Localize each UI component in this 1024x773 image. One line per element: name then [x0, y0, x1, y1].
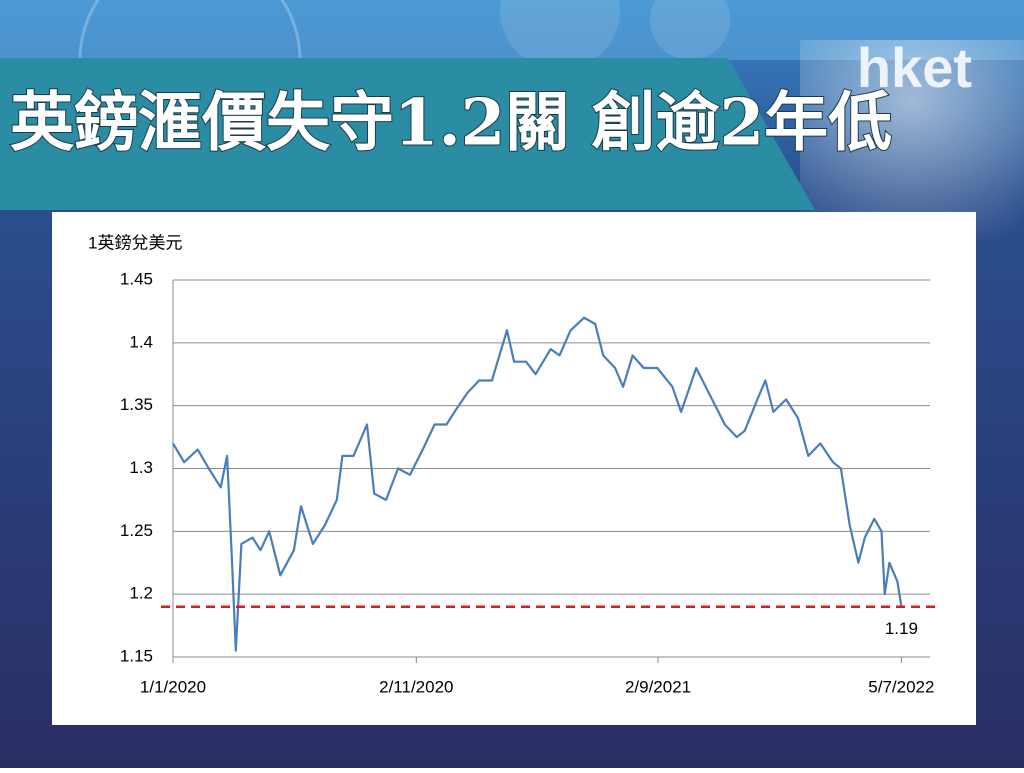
title-band	[0, 58, 815, 210]
y-tick-label: 1.3	[129, 458, 153, 477]
y-tick-label: 1.45	[120, 269, 153, 288]
line	[172, 316, 903, 652]
y-tick-label: 1.4	[129, 332, 153, 351]
plot: 1.15 1.2 1.25 1.3 1.35 1.4 1.45 1/1/2020 2/11/20…	[120, 269, 938, 696]
chart-title: 英鎊滙價失守1.2關 創逾2年低	[10, 86, 892, 161]
y-tick-label: 1.2	[129, 584, 153, 603]
y-tick-label: 1.15	[120, 646, 153, 665]
logo: hket	[857, 36, 972, 99]
x-tick-label: 1/1/2020	[140, 677, 206, 696]
y-tick-label: 1.35	[120, 395, 153, 414]
y-tick-label: 1.25	[120, 521, 153, 540]
glow	[800, 40, 1024, 240]
bubble	[500, 0, 620, 70]
x-tick-label: 5/7/2022	[868, 677, 934, 696]
y-axis-label: 1英鎊兌美元	[88, 233, 182, 252]
bubble	[650, 0, 730, 60]
x-tick-label: 2/11/2020	[379, 677, 453, 696]
reference-label: 1.19	[885, 619, 918, 638]
x-tick-label: 2/9/2021	[625, 677, 691, 696]
